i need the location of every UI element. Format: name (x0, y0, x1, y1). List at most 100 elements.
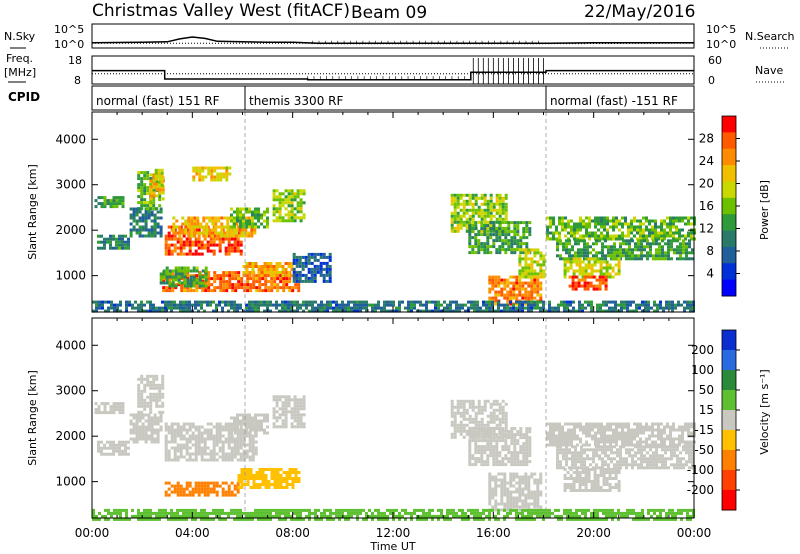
heatmap-cell (465, 417, 469, 421)
heatmap-cell (112, 205, 116, 209)
heatmap-cell (483, 220, 487, 224)
heatmap-cell (578, 257, 582, 261)
heatmap-cell (651, 422, 654, 426)
heatmap-cell (251, 437, 255, 441)
heatmap-cell (170, 309, 173, 313)
heatmap-cell (255, 471, 259, 474)
heatmap-cell (573, 431, 576, 435)
heatmap-cell (654, 225, 657, 229)
heatmap-cell (453, 414, 457, 418)
heatmap-cell (524, 275, 528, 279)
heatmap-cell (636, 440, 639, 444)
heatmap-cell (557, 309, 560, 313)
heatmap-cell (287, 219, 291, 223)
heatmap-cell (456, 214, 460, 218)
heatmap-cell (292, 258, 296, 262)
heatmap-cell (383, 309, 386, 313)
heatmap-cell (208, 231, 212, 235)
heatmap-cell (100, 411, 104, 415)
heatmap-cell (213, 166, 217, 170)
heatmap-cell (608, 275, 612, 279)
heatmap-cell (477, 433, 481, 437)
heatmap-cell (596, 257, 600, 261)
heatmap-cell (626, 309, 629, 313)
heatmap-cell (296, 210, 300, 214)
heatmap-cell (491, 306, 494, 310)
heatmap-cell (636, 428, 639, 432)
heatmap-cell (332, 300, 335, 304)
heatmap-cell (522, 227, 526, 231)
heatmap-cell (614, 309, 617, 313)
heatmap-cell (144, 431, 148, 435)
heatmap-cell (153, 213, 157, 217)
heatmap-cell (657, 237, 660, 241)
heatmap-cell (278, 413, 282, 417)
heatmap-cell (167, 452, 171, 456)
heatmap-cell (552, 425, 555, 429)
heatmap-cell (194, 440, 198, 444)
heatmap-cell (206, 246, 210, 250)
heatmap-cell (245, 434, 249, 438)
heatmap-cell (121, 199, 125, 203)
heatmap-cell (667, 254, 670, 258)
heatmap-cell (515, 300, 518, 304)
heatmap-cell (569, 263, 573, 267)
heatmap-cell (233, 484, 237, 488)
heatmap-cell (449, 303, 452, 307)
heatmap-cell (570, 440, 573, 444)
heatmap-cell (621, 425, 624, 429)
heatmap-cell (530, 263, 534, 267)
heatmap-cell (548, 306, 551, 310)
heatmap-cell (140, 398, 144, 402)
heatmap-cell (525, 230, 529, 234)
heatmap-cell (161, 377, 165, 381)
heatmap-cell (597, 234, 600, 238)
heatmap-cell (501, 208, 505, 212)
heatmap-cell (524, 257, 528, 261)
heatmap-cell (248, 458, 252, 462)
heatmap-cell (582, 225, 585, 229)
heatmap-cell (121, 202, 125, 206)
heatmap-cell (251, 428, 254, 432)
heatmap-cell (450, 411, 454, 415)
heatmap-cell (290, 300, 293, 304)
heatmap-cell (660, 222, 663, 226)
heatmap-cell (480, 233, 484, 237)
heatmap-cell (258, 474, 262, 477)
heatmap-cell (480, 432, 484, 436)
heatmap-cell (240, 277, 244, 281)
heatmap-cell (691, 257, 694, 261)
heatmap-cell (293, 410, 297, 414)
heatmap-cell (129, 207, 133, 211)
heatmap-cell (555, 434, 558, 438)
heatmap-cell (501, 439, 505, 443)
heatmap-cell (198, 286, 202, 290)
heatmap-cell (276, 289, 280, 293)
heatmap-cell (222, 280, 226, 284)
heatmap-cell (313, 255, 317, 259)
heatmap-cell (498, 427, 502, 431)
heatmap-cell (156, 210, 160, 214)
heatmap-cell (356, 309, 359, 313)
heatmap-cell (266, 413, 269, 417)
heatmap-cell (437, 306, 440, 310)
heatmap-cell (209, 240, 213, 244)
heatmap-cell (564, 422, 567, 426)
heatmap-cell (282, 277, 286, 281)
heatmap-cell (513, 463, 517, 467)
heatmap-cell (118, 202, 122, 206)
heatmap-cell (495, 448, 499, 452)
heatmap-cell (510, 239, 514, 243)
heatmap-cell (185, 303, 188, 307)
heatmap-cell (494, 309, 497, 313)
heatmap-cell (596, 309, 599, 313)
heatmap-cell (141, 416, 145, 420)
heatmap-cell (250, 231, 254, 235)
heatmap-cell (206, 243, 210, 247)
heatmap-cell (536, 275, 540, 279)
heatmap-cell (158, 383, 162, 387)
heatmap-cell (474, 208, 478, 212)
heatmap-cell (604, 281, 608, 285)
heatmap-cell (600, 440, 603, 444)
heatmap-cell (468, 463, 472, 467)
